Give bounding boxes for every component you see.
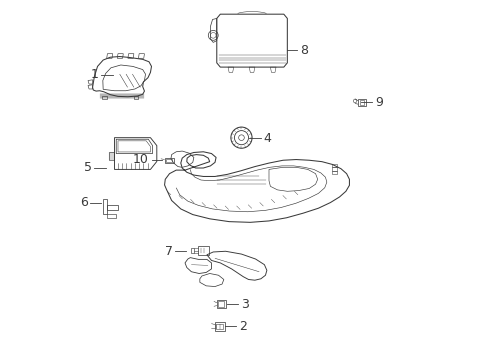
Text: 6: 6 xyxy=(80,197,88,210)
Text: 7: 7 xyxy=(165,245,172,258)
Text: 4: 4 xyxy=(264,132,271,145)
Text: 8: 8 xyxy=(300,44,308,57)
Text: 3: 3 xyxy=(241,298,248,311)
Text: 1: 1 xyxy=(91,68,98,81)
Text: 2: 2 xyxy=(239,320,247,333)
Text: 5: 5 xyxy=(83,161,92,174)
Text: 10: 10 xyxy=(133,153,148,166)
Text: 9: 9 xyxy=(375,96,383,109)
